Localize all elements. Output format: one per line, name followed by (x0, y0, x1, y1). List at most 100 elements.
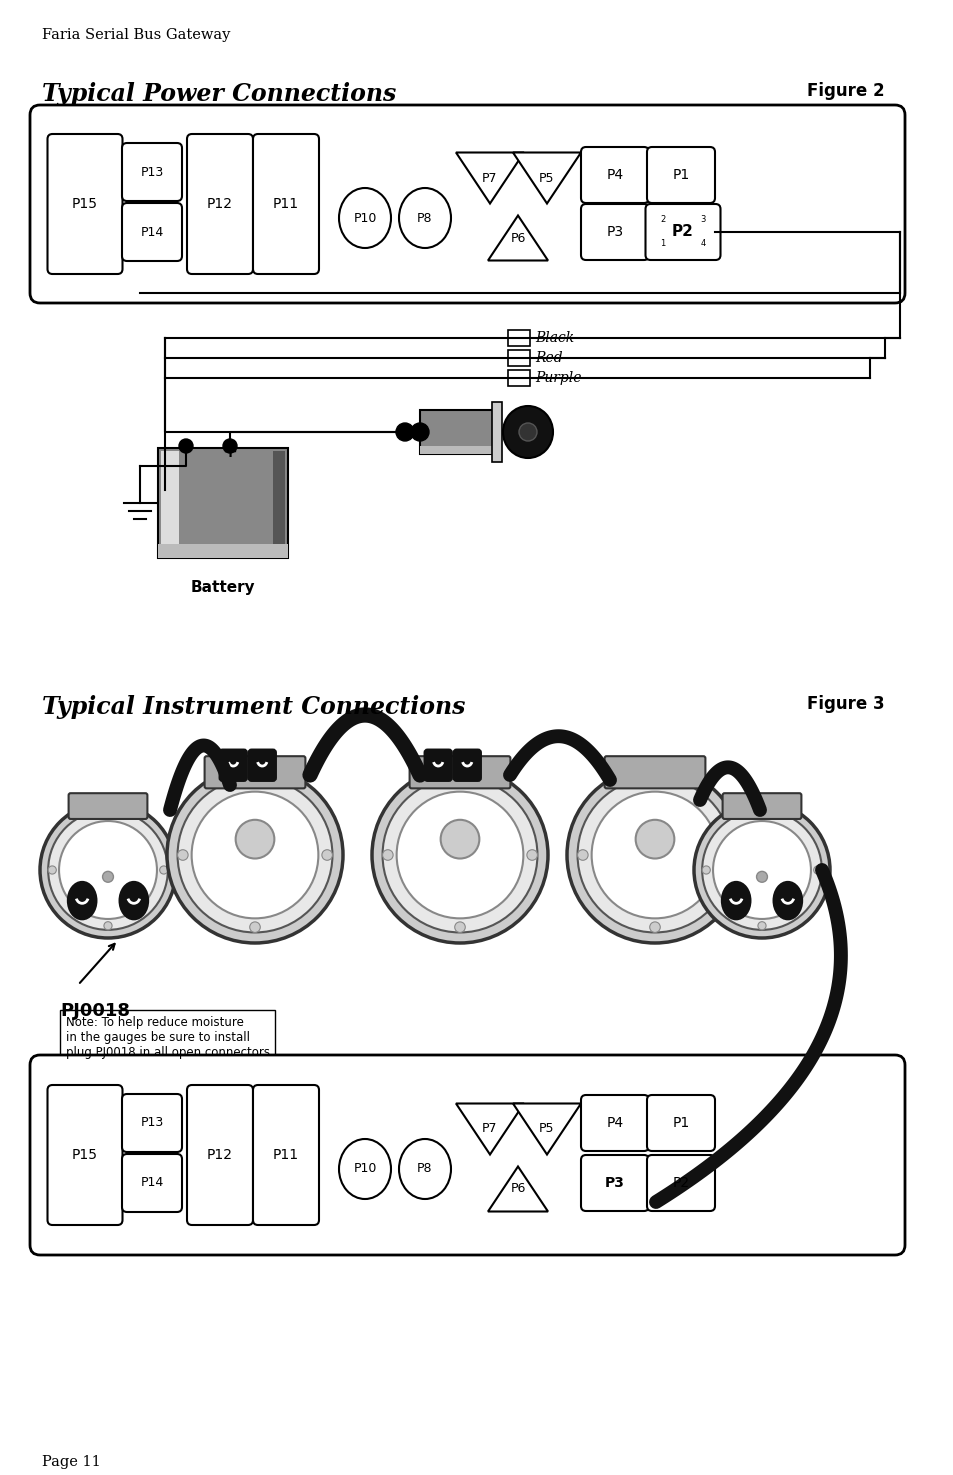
Text: 1: 1 (659, 239, 665, 248)
Bar (161, 451, 179, 553)
FancyBboxPatch shape (48, 1086, 122, 1226)
Circle shape (382, 850, 393, 860)
Circle shape (649, 777, 659, 788)
Text: 4: 4 (700, 239, 705, 248)
Text: Figure 3: Figure 3 (806, 695, 884, 712)
Text: P2: P2 (671, 224, 693, 239)
FancyBboxPatch shape (424, 749, 452, 780)
Ellipse shape (518, 423, 537, 441)
Text: P11: P11 (273, 198, 298, 211)
Circle shape (577, 850, 587, 860)
FancyBboxPatch shape (646, 148, 714, 204)
Circle shape (526, 850, 537, 860)
Text: P7: P7 (482, 1122, 497, 1136)
Circle shape (455, 922, 465, 932)
FancyBboxPatch shape (122, 143, 182, 201)
Text: Purple: Purple (535, 372, 581, 385)
Text: Page 11: Page 11 (42, 1454, 101, 1469)
Polygon shape (488, 1167, 547, 1211)
Text: Faria Serial Bus Gateway: Faria Serial Bus Gateway (42, 28, 230, 41)
Text: P8: P8 (416, 211, 433, 224)
Ellipse shape (338, 1139, 391, 1199)
Ellipse shape (773, 882, 801, 919)
Polygon shape (513, 152, 580, 204)
FancyBboxPatch shape (30, 1055, 904, 1255)
Text: Typical Power Connections: Typical Power Connections (42, 83, 395, 106)
FancyBboxPatch shape (30, 105, 904, 302)
Text: +: + (222, 442, 237, 462)
Circle shape (701, 866, 710, 875)
FancyBboxPatch shape (580, 148, 648, 204)
Ellipse shape (119, 882, 148, 919)
Text: 2: 2 (659, 215, 665, 224)
Circle shape (59, 822, 157, 919)
Bar (507, 370, 530, 386)
Ellipse shape (502, 406, 553, 459)
Text: P15: P15 (71, 1148, 98, 1162)
Text: P14: P14 (140, 1177, 164, 1189)
Ellipse shape (398, 187, 451, 248)
FancyBboxPatch shape (646, 1094, 714, 1150)
Text: P6: P6 (510, 232, 525, 245)
Circle shape (382, 777, 537, 932)
Circle shape (649, 922, 659, 932)
Text: Black: Black (535, 330, 574, 345)
Circle shape (813, 866, 821, 875)
FancyBboxPatch shape (453, 749, 480, 780)
Circle shape (591, 792, 718, 919)
FancyBboxPatch shape (187, 1086, 253, 1226)
Bar (507, 350, 530, 366)
Text: P1: P1 (672, 1117, 689, 1130)
Circle shape (395, 423, 414, 441)
Circle shape (756, 872, 766, 882)
Bar (158, 448, 288, 558)
Circle shape (104, 922, 112, 929)
Circle shape (223, 440, 236, 453)
Text: 3: 3 (700, 215, 705, 224)
Circle shape (635, 820, 674, 858)
Circle shape (48, 866, 56, 875)
FancyBboxPatch shape (48, 134, 122, 274)
Circle shape (177, 850, 188, 860)
FancyBboxPatch shape (409, 757, 510, 788)
Text: P1: P1 (672, 168, 689, 181)
Text: P13: P13 (140, 1117, 164, 1130)
FancyBboxPatch shape (253, 134, 318, 274)
Ellipse shape (721, 882, 750, 919)
Circle shape (440, 820, 478, 858)
Text: P3: P3 (606, 226, 623, 239)
Text: P3: P3 (604, 1176, 624, 1190)
FancyBboxPatch shape (580, 204, 648, 260)
Text: P4: P4 (606, 1117, 623, 1130)
Circle shape (455, 777, 465, 788)
Circle shape (177, 777, 332, 932)
Circle shape (411, 423, 429, 441)
Text: PJ0018: PJ0018 (60, 1002, 130, 1021)
FancyBboxPatch shape (604, 757, 704, 788)
Text: P10: P10 (353, 211, 376, 224)
Circle shape (577, 777, 732, 932)
Text: P7: P7 (482, 171, 497, 184)
FancyBboxPatch shape (249, 749, 275, 780)
Text: Red: Red (535, 351, 562, 364)
FancyBboxPatch shape (646, 1155, 714, 1211)
Polygon shape (488, 215, 547, 261)
Ellipse shape (338, 187, 391, 248)
Circle shape (721, 850, 732, 860)
Text: P11: P11 (273, 1148, 298, 1162)
Text: Battery: Battery (191, 580, 255, 594)
Circle shape (321, 850, 332, 860)
Polygon shape (456, 1103, 523, 1155)
Text: P6: P6 (510, 1183, 525, 1196)
Circle shape (40, 802, 175, 938)
Circle shape (372, 767, 547, 943)
Text: P12: P12 (207, 198, 233, 211)
FancyBboxPatch shape (204, 757, 305, 788)
FancyBboxPatch shape (645, 204, 720, 260)
Text: P5: P5 (538, 171, 554, 184)
Text: P15: P15 (71, 198, 98, 211)
Circle shape (712, 822, 810, 919)
FancyBboxPatch shape (580, 1155, 648, 1211)
Circle shape (179, 440, 193, 453)
Circle shape (757, 810, 765, 819)
